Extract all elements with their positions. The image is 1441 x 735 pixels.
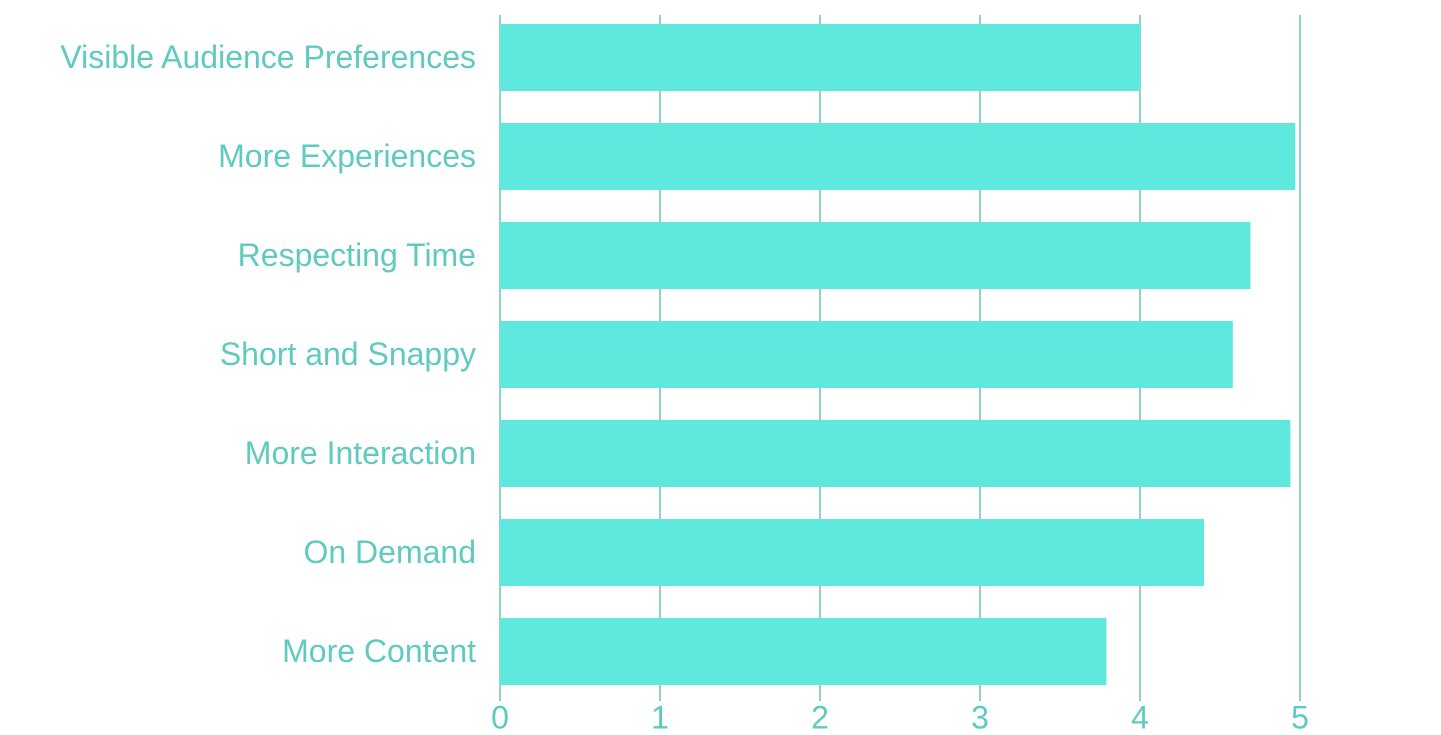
- bar: [500, 24, 1140, 91]
- x-tick-label: 1: [651, 699, 669, 735]
- y-tick-label: More Interaction: [245, 435, 476, 471]
- bar: [500, 519, 1204, 586]
- y-tick-label: More Content: [282, 633, 476, 669]
- y-tick-label: On Demand: [303, 534, 476, 570]
- x-tick-label: 3: [971, 699, 989, 735]
- bar: [500, 222, 1251, 289]
- x-tick-label: 4: [1131, 699, 1149, 735]
- y-tick-label: Visible Audience Preferences: [60, 39, 476, 75]
- y-tick-label: Respecting Time: [238, 237, 476, 273]
- y-tick-label: Short and Snappy: [220, 336, 476, 372]
- bar: [500, 420, 1291, 487]
- y-tick-label: More Experiences: [218, 138, 476, 174]
- bar: [500, 618, 1107, 685]
- x-tick-label: 5: [1291, 699, 1309, 735]
- x-tick-label: 2: [811, 699, 829, 735]
- x-tick-label: 0: [491, 699, 509, 735]
- bar: [500, 321, 1233, 388]
- bar: [500, 123, 1296, 190]
